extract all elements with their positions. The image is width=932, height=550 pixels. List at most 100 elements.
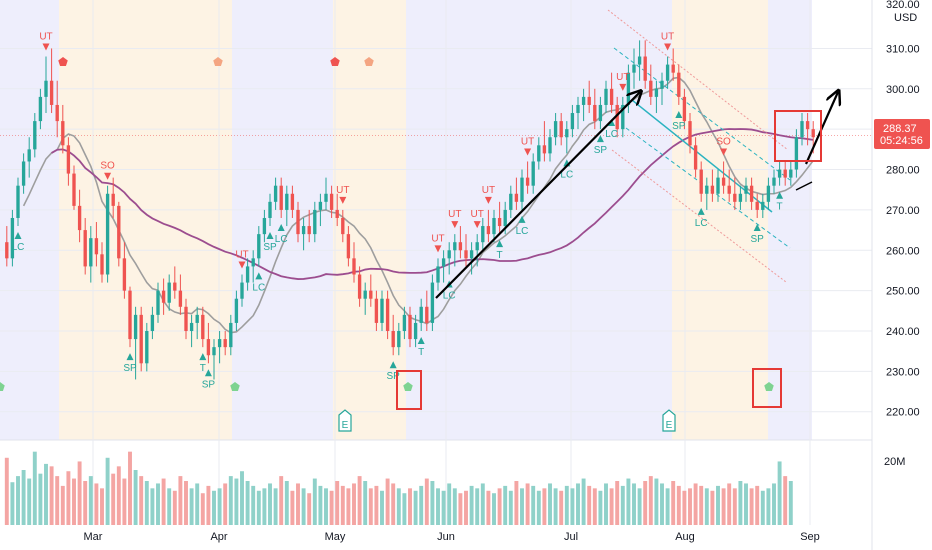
candle bbox=[649, 64, 653, 105]
candle bbox=[677, 64, 681, 105]
signal-arrow bbox=[524, 148, 532, 156]
candle-body bbox=[161, 290, 166, 303]
candle-body bbox=[581, 96, 586, 105]
volume-bar bbox=[402, 493, 407, 525]
earnings-marker[interactable]: E bbox=[338, 409, 352, 432]
candle bbox=[772, 169, 776, 194]
volume-bar bbox=[520, 488, 524, 525]
candle bbox=[744, 177, 748, 202]
candle bbox=[637, 40, 642, 81]
grid bbox=[0, 0, 872, 525]
signal-label: UT bbox=[448, 209, 461, 220]
candle bbox=[766, 177, 771, 210]
signal-label: LC bbox=[12, 242, 25, 253]
volume-bar bbox=[189, 488, 194, 525]
signal-lc: LC bbox=[275, 223, 288, 245]
volume-bar bbox=[312, 478, 317, 525]
candle bbox=[542, 121, 547, 162]
candle-body bbox=[150, 314, 155, 332]
volume-bar bbox=[654, 478, 659, 525]
candle bbox=[117, 201, 121, 267]
volume-bar bbox=[408, 488, 412, 525]
candle-body bbox=[223, 339, 227, 348]
candle-body bbox=[391, 331, 395, 348]
candle bbox=[553, 113, 558, 146]
candle bbox=[453, 234, 457, 267]
pentagon-marker bbox=[364, 57, 374, 67]
candle bbox=[425, 290, 429, 332]
candle-body bbox=[128, 290, 132, 340]
volume-bar bbox=[592, 488, 597, 525]
candle bbox=[481, 217, 485, 251]
x-tick-label: Sep bbox=[800, 531, 820, 543]
highlight-box bbox=[774, 110, 822, 162]
candle-body bbox=[570, 113, 575, 130]
candle-body bbox=[385, 298, 390, 332]
candle bbox=[537, 137, 541, 170]
candle-body bbox=[643, 56, 647, 81]
candle-body bbox=[89, 238, 93, 267]
volume-bar bbox=[660, 483, 664, 525]
moving-averages bbox=[22, 76, 814, 334]
candle bbox=[195, 306, 199, 340]
volume-bar bbox=[452, 488, 457, 525]
signal-so: SO bbox=[716, 136, 731, 156]
candle bbox=[313, 201, 317, 243]
signal-label: SO bbox=[100, 161, 115, 172]
signal-label: SP bbox=[751, 234, 765, 245]
volume-bar bbox=[111, 473, 116, 525]
earnings-marker[interactable]: E bbox=[662, 409, 676, 432]
pentagon-marker bbox=[58, 57, 68, 67]
candle bbox=[716, 169, 720, 202]
candle bbox=[352, 242, 356, 283]
candle-body bbox=[475, 242, 479, 251]
signal-label: LC bbox=[695, 218, 708, 229]
candle-body bbox=[397, 331, 401, 348]
signal-ut: UT bbox=[661, 32, 674, 51]
volume-bar bbox=[671, 481, 676, 525]
signal-t: T bbox=[776, 191, 784, 213]
candle-body bbox=[576, 104, 580, 114]
signal-arrow bbox=[720, 148, 728, 156]
candle-body bbox=[307, 226, 311, 235]
candle-body bbox=[313, 209, 317, 235]
candle bbox=[296, 201, 300, 243]
candle bbox=[301, 217, 306, 251]
signal-arrow bbox=[473, 221, 481, 229]
volume-bar bbox=[156, 483, 160, 525]
candle-body bbox=[542, 145, 547, 154]
small-arrow bbox=[795, 181, 813, 191]
highlight-box bbox=[396, 370, 422, 410]
candle bbox=[570, 104, 575, 138]
candle-body bbox=[335, 209, 339, 218]
x-tick-label: Jul bbox=[564, 531, 578, 543]
candle-body bbox=[5, 242, 9, 259]
volume-bar bbox=[716, 485, 720, 525]
candle-body bbox=[615, 104, 619, 130]
candle bbox=[245, 258, 250, 291]
candle-body bbox=[649, 80, 653, 97]
trend-arrow-up bbox=[435, 92, 640, 299]
candle bbox=[184, 298, 188, 340]
candle bbox=[749, 177, 754, 210]
signal-t: T bbox=[199, 353, 207, 374]
volume-bar bbox=[749, 488, 754, 525]
channel-middle bbox=[631, 99, 773, 213]
signal-lc: LC bbox=[695, 207, 708, 229]
signal-label: T bbox=[418, 347, 424, 358]
signal-arrow bbox=[753, 223, 761, 231]
candle-body bbox=[173, 282, 177, 291]
candle bbox=[693, 137, 698, 178]
signal-t: T bbox=[496, 240, 504, 261]
volume-bar bbox=[268, 483, 272, 525]
candle bbox=[705, 177, 709, 210]
candle bbox=[369, 274, 373, 307]
volume-bar bbox=[240, 471, 244, 525]
candle-body bbox=[738, 193, 743, 202]
candle-body bbox=[447, 250, 451, 259]
signal-label: LC bbox=[516, 226, 529, 237]
candle bbox=[145, 322, 149, 372]
candle bbox=[755, 193, 759, 218]
candle bbox=[800, 113, 804, 146]
